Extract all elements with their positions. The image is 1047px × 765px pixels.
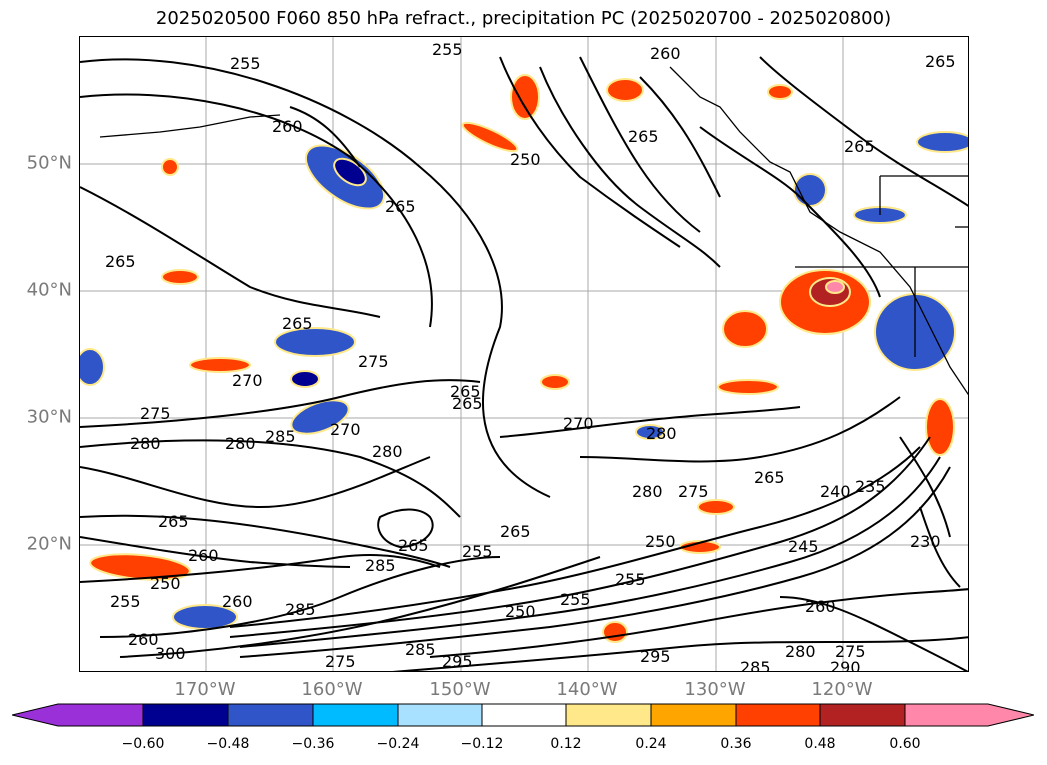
lon-label-170w: 170°W bbox=[174, 679, 236, 700]
contour-label: 235 bbox=[855, 477, 886, 496]
contour-label: 265 bbox=[452, 394, 483, 413]
colorbar bbox=[12, 703, 1034, 727]
contour-label: 250 bbox=[505, 602, 536, 621]
contour-label: 260 bbox=[650, 44, 681, 63]
contour-label: 265 bbox=[158, 512, 189, 531]
contour-label: 300 bbox=[155, 644, 186, 663]
colorbar-tick: −0.36 bbox=[291, 736, 335, 752]
colorbar-segment bbox=[819, 703, 906, 727]
contour-label: 285 bbox=[265, 427, 296, 446]
colorbar-segment bbox=[735, 703, 821, 727]
contour-label: 285 bbox=[740, 658, 771, 672]
contour-label: 260 bbox=[272, 117, 303, 136]
contour-label: 250 bbox=[645, 532, 676, 551]
contour-label: 265 bbox=[105, 252, 136, 271]
colorbar-tick: 0.24 bbox=[635, 736, 667, 752]
contour-label: 265 bbox=[925, 52, 956, 71]
contour-label: 255 bbox=[615, 570, 646, 589]
colorbar-extend-low bbox=[12, 703, 144, 727]
lat-label-20n: 20°N bbox=[26, 533, 72, 555]
lon-label-150w: 150°W bbox=[429, 679, 491, 700]
contour-label: 260 bbox=[128, 630, 159, 649]
colorbar-segment bbox=[565, 703, 652, 727]
colorbar-segment bbox=[397, 703, 483, 727]
contour-label: 265 bbox=[500, 522, 531, 541]
contour-label: 255 bbox=[462, 542, 493, 561]
contour-label: 255 bbox=[560, 590, 591, 609]
contour-label-layer: 255 255 260 260 265 250 265 265 265 265 … bbox=[105, 40, 956, 672]
lat-label-40n: 40°N bbox=[26, 279, 72, 301]
contour-label: 270 bbox=[232, 371, 263, 390]
contour-label: 260 bbox=[222, 592, 253, 611]
contour-label: 240 bbox=[820, 482, 851, 501]
contour-label: 260 bbox=[805, 597, 836, 616]
contour-label: 275 bbox=[140, 404, 171, 423]
contour-label: 255 bbox=[432, 40, 463, 59]
contour-label: 290 bbox=[830, 658, 861, 672]
contour-label: 280 bbox=[632, 482, 663, 501]
contour-label: 270 bbox=[330, 420, 361, 439]
colorbar-tick: 0.36 bbox=[720, 736, 752, 752]
colorbar-tick: −0.24 bbox=[376, 736, 420, 752]
colorbar-tick: −0.48 bbox=[206, 736, 250, 752]
map-panel: 255 255 260 260 265 250 265 265 265 265 … bbox=[79, 36, 969, 672]
latitude-axis: 50°N 40°N 30°N 20°N bbox=[0, 36, 72, 672]
contour-label: 245 bbox=[788, 537, 819, 556]
contour-label: 295 bbox=[442, 652, 473, 671]
contour-label: 260 bbox=[188, 546, 219, 565]
contour-label: 280 bbox=[225, 434, 256, 453]
map-title: 2025020500 F060 850 hPa refract., precip… bbox=[155, 8, 892, 29]
lat-label-30n: 30°N bbox=[26, 406, 72, 428]
contour-label: 265 bbox=[628, 127, 659, 146]
colorbar-tick: 0.48 bbox=[804, 736, 836, 752]
contour-label: 265 bbox=[385, 197, 416, 216]
contour-label: 250 bbox=[510, 150, 541, 169]
contour-label: 280 bbox=[372, 442, 403, 461]
contour-label: 280 bbox=[785, 642, 816, 661]
contour-label: 265 bbox=[754, 468, 785, 487]
colorbar-tick: −0.12 bbox=[460, 736, 504, 752]
colorbar-segment bbox=[481, 703, 567, 727]
colorbar-tick: 0.12 bbox=[550, 736, 582, 752]
colorbar-segment bbox=[142, 703, 229, 727]
contour-label: 285 bbox=[285, 600, 316, 619]
colorbar-extend-high bbox=[904, 703, 1034, 727]
contour-label: 265 bbox=[844, 137, 875, 156]
contour-label: 265 bbox=[398, 536, 429, 555]
refractivity-contours bbox=[80, 56, 968, 671]
contour-label: 275 bbox=[835, 642, 866, 661]
longitude-axis: 170°W 160°W 150°W 140°W 130°W 120°W bbox=[79, 679, 969, 703]
colorbar-segment bbox=[650, 703, 737, 727]
coastlines bbox=[99, 66, 968, 396]
contour-label: 265 bbox=[282, 314, 313, 333]
graticule bbox=[80, 37, 968, 671]
lon-label-120w: 120°W bbox=[811, 679, 873, 700]
colorbar-tick: −0.60 bbox=[121, 736, 165, 752]
contour-label: 280 bbox=[646, 424, 677, 443]
contour-label: 230 bbox=[910, 532, 941, 551]
lat-label-50n: 50°N bbox=[26, 152, 72, 174]
map-canvas: 255 255 260 260 265 250 265 265 265 265 … bbox=[80, 37, 968, 672]
lon-label-140w: 140°W bbox=[556, 679, 618, 700]
contour-label: 265 bbox=[450, 382, 481, 401]
lon-label-130w: 130°W bbox=[684, 679, 746, 700]
contour-label: 250 bbox=[150, 574, 181, 593]
contour-label: 280 bbox=[130, 434, 161, 453]
contour-label: 275 bbox=[325, 652, 356, 671]
contour-label: 255 bbox=[230, 54, 261, 73]
contour-label: 275 bbox=[678, 482, 709, 501]
contour-label: 255 bbox=[110, 592, 141, 611]
contour-label: 295 bbox=[640, 647, 671, 666]
contour-label: 270 bbox=[563, 414, 594, 433]
colorbar-tick: 0.60 bbox=[889, 736, 921, 752]
contour-label: 285 bbox=[365, 556, 396, 575]
lon-label-160w: 160°W bbox=[301, 679, 363, 700]
precip-patches bbox=[80, 74, 968, 643]
colorbar-segment bbox=[312, 703, 399, 727]
colorbar-segment bbox=[227, 703, 314, 727]
contour-label: 285 bbox=[405, 640, 436, 659]
contour-label: 275 bbox=[358, 352, 389, 371]
